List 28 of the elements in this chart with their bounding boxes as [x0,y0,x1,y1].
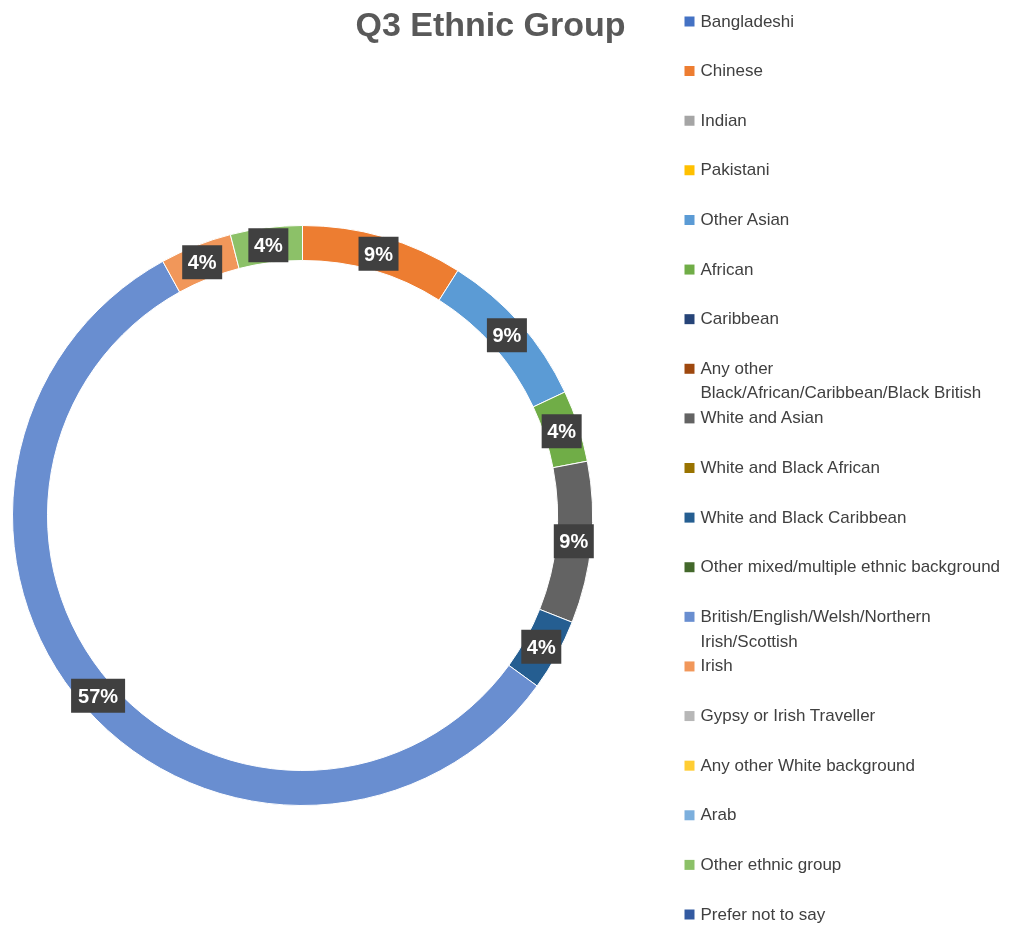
legend-label: Any other White background [700,755,916,775]
legend-label: Bangladeshi [700,11,795,31]
data-label: 4% [253,234,284,257]
data-label: 9% [492,324,522,347]
data-label: 4% [547,420,577,443]
legend-label: Chinese [700,61,763,81]
data-label: 9% [364,242,394,265]
legend-label: Prefer not to say [700,904,826,924]
data-label: 4% [187,251,217,274]
legend-label: White and Black Caribbean [700,507,907,527]
legend-label: Caribbean [700,309,779,329]
legend-label: Irish [700,656,733,676]
legend-label: White and Black African [700,458,881,477]
legend-label: Indian [700,110,747,130]
legend-label: Pakistani [700,160,770,180]
legend-label: Other ethnic group [700,854,842,874]
legend-label: British/English/Welsh/Northern Irish/Scottish [700,606,931,651]
chart-title: Q3 Ethnic Group [355,4,626,43]
data-label: 9% [559,530,589,553]
legend-label: Arab [700,805,737,825]
data-label: 57% [78,684,119,707]
legend-label: Other Asian [700,209,790,229]
legend-label: White and Asian [700,408,824,428]
legend-label: Any other Black/African/Caribbean/Black British [700,358,982,403]
legend-label: Gypsy or Irish Traveller [700,706,876,726]
data-label: 4% [526,635,556,658]
legend-label: Other mixed/multiple ethnic background [700,557,1001,577]
legend-label: African [700,259,754,279]
